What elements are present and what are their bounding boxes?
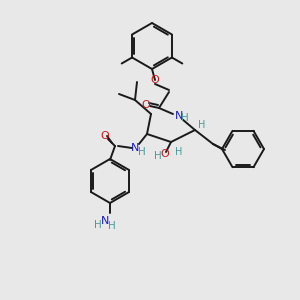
Text: H: H xyxy=(108,221,116,231)
Text: O: O xyxy=(151,75,159,85)
Text: N: N xyxy=(101,216,109,226)
Text: H: H xyxy=(175,147,183,157)
Text: N: N xyxy=(175,111,183,121)
Text: N: N xyxy=(131,143,139,153)
Text: H: H xyxy=(181,113,189,123)
Text: O: O xyxy=(142,100,150,110)
Text: H: H xyxy=(198,120,206,130)
Text: O: O xyxy=(100,131,109,141)
Text: H: H xyxy=(138,147,146,157)
Text: O: O xyxy=(160,149,169,159)
Text: H: H xyxy=(154,151,162,161)
Text: H: H xyxy=(94,220,102,230)
